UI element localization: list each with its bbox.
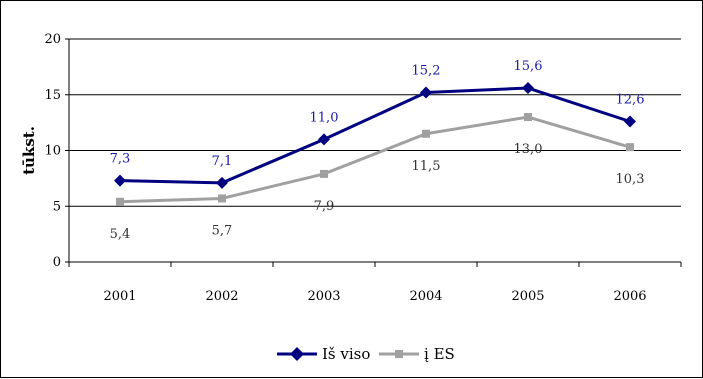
data-label: 13,0	[514, 142, 543, 157]
data-label: 12,6	[616, 93, 645, 108]
data-label: 7,9	[314, 199, 335, 214]
data-point	[626, 143, 634, 152]
data-point	[216, 176, 228, 189]
series-line-2	[119, 115, 631, 204]
data-point	[116, 197, 124, 206]
data-point	[624, 115, 636, 128]
y-tick-label: 20	[44, 32, 61, 47]
legend-label: Iš viso	[322, 345, 370, 363]
y-tick-label: 15	[44, 88, 61, 103]
y-tick-label: 0	[53, 255, 61, 270]
data-point	[420, 86, 432, 99]
data-label: 5,7	[212, 223, 233, 238]
data-label: 5,4	[110, 227, 131, 242]
data-point	[320, 169, 328, 178]
data-point	[422, 129, 430, 138]
data-label: 10,3	[616, 172, 645, 187]
x-tick-label: 2006	[613, 289, 646, 304]
x-tick-label: 2003	[307, 289, 340, 304]
data-label: 7,1	[212, 154, 233, 169]
data-point	[524, 113, 532, 122]
x-tick-label: 2001	[103, 289, 136, 304]
legend-label: į ES	[424, 345, 455, 363]
legend-marker	[395, 350, 403, 358]
data-label: 15,6	[514, 59, 543, 74]
y-tick-label: 5	[53, 199, 61, 214]
data-label: 11,0	[310, 110, 339, 125]
data-point	[114, 174, 126, 187]
y-axis-title: tūkst.	[20, 126, 38, 175]
data-label: 15,2	[412, 64, 441, 79]
data-label: 7,3	[110, 152, 131, 167]
y-tick-label: 10	[44, 144, 61, 159]
x-tick-label: 2002	[205, 289, 238, 304]
data-point	[522, 82, 534, 95]
data-point	[218, 194, 226, 203]
data-label: 11,5	[412, 159, 441, 174]
x-tick-label: 2005	[511, 289, 544, 304]
series-line-1	[119, 86, 631, 185]
legend-marker	[290, 347, 304, 361]
data-point	[318, 133, 330, 146]
x-tick-label: 2004	[409, 289, 442, 304]
